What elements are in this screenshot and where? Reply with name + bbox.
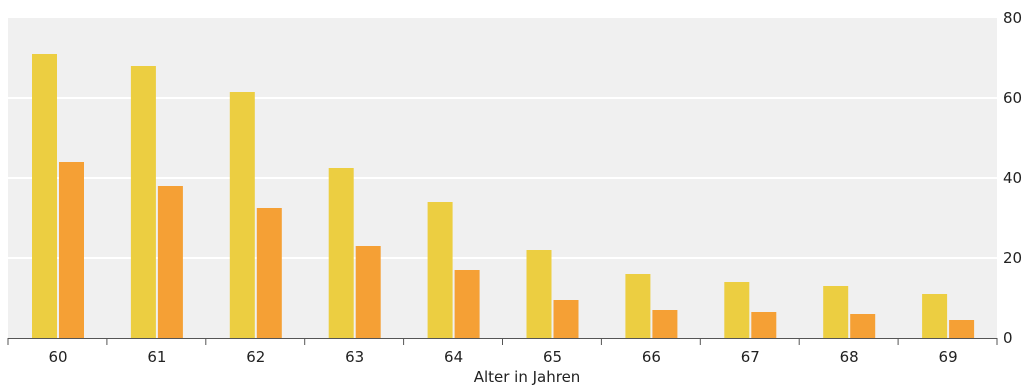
bar-67-series-2 [751,312,777,338]
bar-67-series-1 [724,282,750,338]
y-tick-label: 60 [1003,89,1022,107]
x-tick-label: 63 [345,348,364,366]
y-tick-label: 20 [1003,249,1022,267]
bar-65-series-2 [553,300,579,338]
bar-61-series-1 [130,66,156,338]
bar-63-series-2 [355,246,381,338]
x-tick-label: 67 [741,348,760,366]
bar-64-series-1 [427,202,453,338]
x-tick-label: 64 [444,348,463,366]
x-tick-label: 65 [543,348,562,366]
bar-61-series-2 [157,186,183,338]
bar-66-series-2 [652,310,678,338]
x-tick-label: 61 [147,348,166,366]
y-tick-label: 0 [1003,329,1013,347]
bar-60-series-2 [59,162,84,338]
bar-63-series-1 [328,168,354,338]
bar-62-series-1 [229,92,255,338]
x-axis-ticks: 60 61 62 63 64 65 66 67 68 69 [7,338,998,366]
x-axis-title: Alter in Jahren [474,368,581,386]
x-tick-label: 69 [939,348,958,366]
bar-68-series-2 [850,314,876,338]
bar-65-series-1 [526,250,552,338]
x-tick-label: 62 [246,348,265,366]
y-tick-label: 40 [1003,169,1022,187]
bar-69-series-2 [949,320,975,338]
bar-64-series-2 [454,270,480,338]
y-axis-tick-labels: 0 20 40 60 80 [1003,9,1022,347]
bars [32,54,975,338]
y-tick-label: 80 [1003,9,1022,27]
bar-62-series-2 [256,208,282,338]
bar-68-series-1 [823,286,849,338]
x-tick-label: 60 [48,348,67,366]
x-tick-label: 66 [642,348,661,366]
bar-69-series-1 [922,294,948,338]
x-tick-label: 68 [840,348,859,366]
bar-60-series-1 [32,54,57,338]
bar-66-series-1 [625,274,651,338]
